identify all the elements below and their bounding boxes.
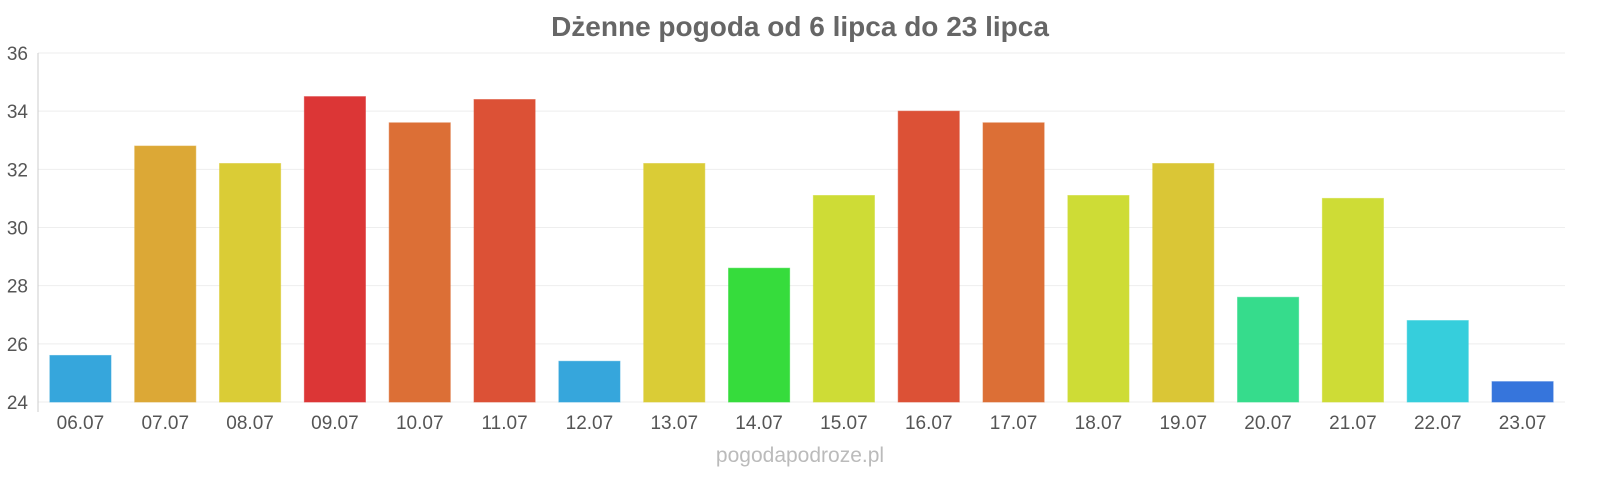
x-tick-label: 15.07 xyxy=(820,413,868,434)
x-tick-label: 21.07 xyxy=(1329,413,1377,434)
bar-07.07[interactable] xyxy=(134,145,197,403)
y-tick-label: 34 xyxy=(7,102,29,123)
bar-17.07[interactable] xyxy=(982,122,1045,403)
bar-13.07[interactable] xyxy=(643,163,706,403)
y-tick-label: 32 xyxy=(7,160,28,181)
x-tick-label: 13.07 xyxy=(650,413,698,434)
y-tick-label: 30 xyxy=(7,219,28,240)
y-tick-label: 28 xyxy=(7,277,28,298)
bar-09.07[interactable] xyxy=(303,96,366,403)
bar-20.07[interactable] xyxy=(1237,296,1300,403)
bar-18.07[interactable] xyxy=(1067,195,1130,403)
x-tick-label: 20.07 xyxy=(1244,413,1292,434)
bar-15.07[interactable] xyxy=(812,195,875,403)
x-tick-label: 22.07 xyxy=(1414,413,1462,434)
x-tick-label: 14.07 xyxy=(735,413,783,434)
chart-title: Dżenne pogoda od 6 lipca do 23 lipca xyxy=(551,11,1049,42)
bar-21.07[interactable] xyxy=(1321,197,1384,403)
x-axis: 06.07 07.07 08.07 09.07 10.07 11.07 12.07 13.07… xyxy=(57,413,1547,434)
y-tick-label: 36 xyxy=(7,44,28,65)
bar-10.07[interactable] xyxy=(388,122,451,403)
bar-14.07[interactable] xyxy=(728,267,791,403)
x-tick-label: 18.07 xyxy=(1075,413,1123,434)
x-tick-label: 23.07 xyxy=(1499,413,1547,434)
x-tick-label: 06.07 xyxy=(57,413,105,434)
bar-19.07[interactable] xyxy=(1152,163,1215,403)
bar-08.07[interactable] xyxy=(219,163,282,403)
watermark: pogodapodroze.pl xyxy=(716,444,884,467)
y-tick-label: 24 xyxy=(7,393,29,414)
bar-06.07[interactable] xyxy=(49,354,112,403)
x-tick-label: 09.07 xyxy=(311,413,359,434)
grid xyxy=(38,52,1565,403)
bar-12.07[interactable] xyxy=(558,360,621,403)
bars xyxy=(49,96,1554,403)
x-tick-label: 07.07 xyxy=(141,413,189,434)
x-tick-label: 12.07 xyxy=(566,413,614,434)
y-tick-label: 26 xyxy=(7,335,28,356)
bar-11.07[interactable] xyxy=(473,99,536,403)
y-axis: 24 26 28 30 32 34 36 xyxy=(7,44,39,414)
bar-16.07[interactable] xyxy=(897,110,960,403)
bar-23.07[interactable] xyxy=(1491,381,1554,403)
x-tick-label: 10.07 xyxy=(396,413,444,434)
x-tick-label: 08.07 xyxy=(226,413,274,434)
bar-22.07[interactable] xyxy=(1406,320,1469,403)
x-tick-label: 17.07 xyxy=(990,413,1038,434)
x-tick-label: 19.07 xyxy=(1159,413,1207,434)
x-tick-label: 11.07 xyxy=(482,413,528,434)
x-tick-label: 16.07 xyxy=(905,413,953,434)
